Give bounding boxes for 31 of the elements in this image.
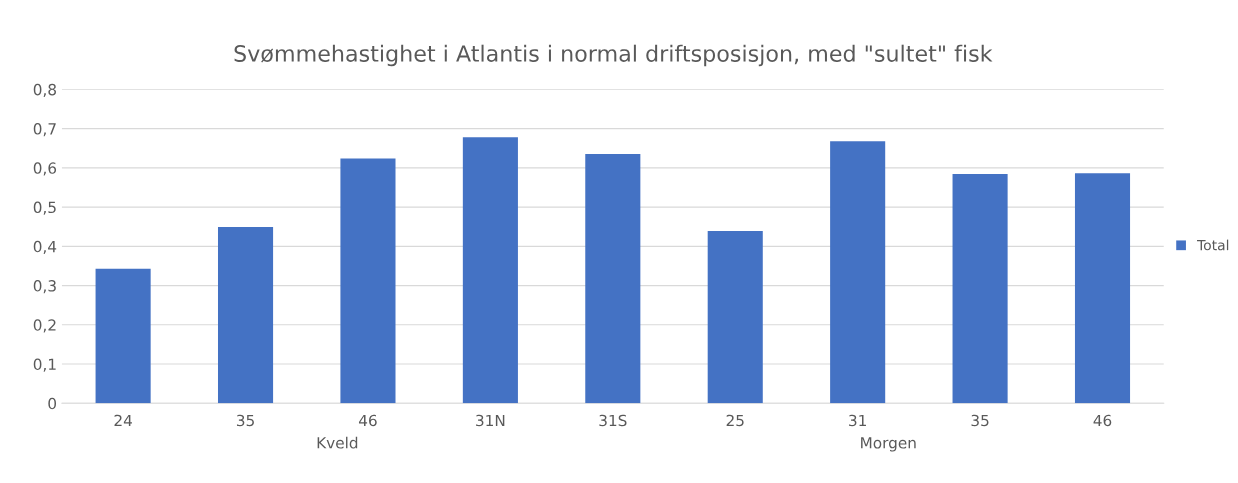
y-tick-label: 0,8 — [33, 83, 56, 97]
x-tick-label: 35 — [971, 414, 989, 427]
y-tick-label: 0,1 — [33, 358, 56, 372]
y-tick-label: 0,6 — [33, 162, 57, 176]
x-tick-label: 24 — [114, 414, 132, 427]
x-tick-label: 46 — [358, 414, 377, 427]
y-tick-label: 0,3 — [33, 280, 56, 294]
x-tick-label: 25 — [726, 414, 744, 427]
y-tick-label: 0,4 — [33, 240, 57, 254]
y-tick-label: 0 — [48, 397, 57, 410]
y-tick-label: 0,5 — [33, 201, 56, 215]
legend-label: Total — [1197, 239, 1229, 251]
bar — [830, 141, 886, 404]
x-tick-label: 31S — [599, 414, 627, 427]
bar — [952, 174, 1008, 404]
y-tick-label: 0,7 — [33, 123, 56, 137]
bar — [1074, 173, 1131, 404]
chart-title: Svømmehastighet i Atlantis i normal driftsposisjon, med "sultet" fisk — [234, 44, 993, 67]
bar — [217, 227, 274, 404]
bar — [340, 158, 396, 404]
text: Morgen — [861, 437, 916, 452]
bar — [462, 137, 518, 404]
x-tick-label: 31N — [476, 414, 505, 427]
y-tick-label: 0,2 — [33, 319, 56, 333]
text: Kveld — [317, 436, 358, 449]
x-tick-label: 46 — [1093, 414, 1112, 427]
bar — [95, 268, 151, 404]
bar — [585, 154, 641, 404]
bar — [707, 231, 763, 404]
x-tick-label: 35 — [236, 414, 254, 427]
x-tick-label: 31 — [849, 414, 866, 427]
